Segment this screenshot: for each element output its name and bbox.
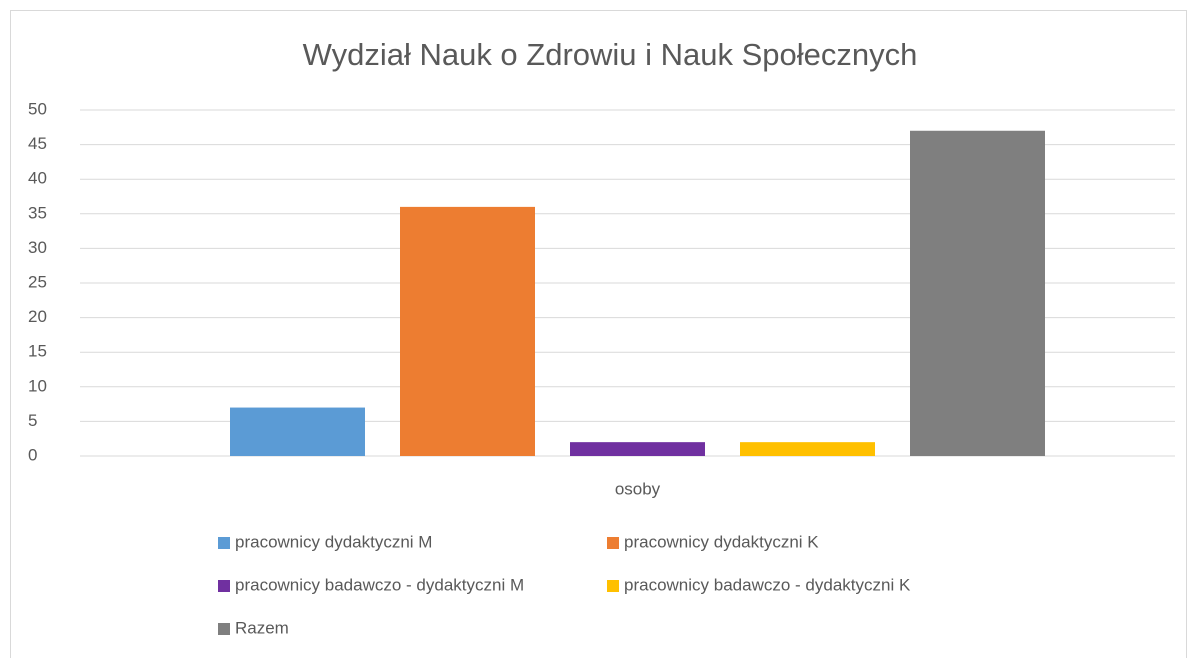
- x-tick-label: osoby: [615, 479, 661, 498]
- y-tick-label: 15: [28, 342, 47, 361]
- legend-swatch: [218, 537, 230, 549]
- legend-label: pracownicy badawczo - dydaktyczni M: [235, 575, 524, 594]
- legend-label: Razem: [235, 618, 289, 637]
- y-tick-label: 30: [28, 238, 47, 257]
- bar: [740, 442, 875, 456]
- y-tick-label: 0: [28, 445, 37, 464]
- chart-title: Wydział Nauk o Zdrowiu i Nauk Społecznyc…: [303, 37, 918, 72]
- legend-swatch: [218, 623, 230, 635]
- legend-swatch: [607, 537, 619, 549]
- legend-label: pracownicy dydaktyczni M: [235, 532, 432, 551]
- y-tick-label: 20: [28, 307, 47, 326]
- y-tick-label: 10: [28, 376, 47, 395]
- legend-swatch: [218, 580, 230, 592]
- bar: [400, 206, 535, 456]
- y-tick-label: 50: [28, 99, 47, 118]
- legend-swatch: [607, 580, 619, 592]
- y-tick-label: 25: [28, 272, 47, 291]
- bar: [570, 442, 705, 456]
- bar: [910, 130, 1045, 456]
- legend-label: pracownicy badawczo - dydaktyczni K: [624, 575, 911, 594]
- legend-label: pracownicy dydaktyczni K: [624, 532, 819, 551]
- y-tick-label: 40: [28, 169, 47, 188]
- y-tick-label: 5: [28, 411, 37, 430]
- y-tick-label: 45: [28, 134, 47, 153]
- bar: [230, 407, 365, 456]
- y-tick-label: 35: [28, 203, 47, 222]
